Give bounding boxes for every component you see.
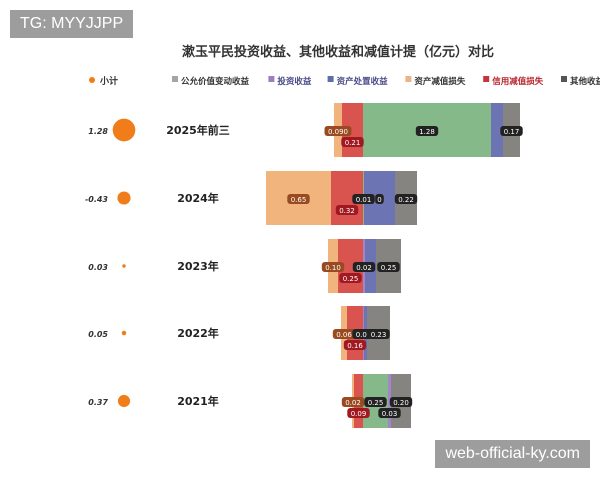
svg-text:0.03: 0.03 bbox=[382, 410, 398, 418]
svg-text:0.06: 0.06 bbox=[336, 331, 352, 339]
legend-label: 信用减值损失 bbox=[492, 76, 544, 87]
legend-swatch bbox=[172, 76, 178, 82]
subtotal-bubble bbox=[117, 394, 131, 408]
legend-label: 公允价值变动收益 bbox=[181, 76, 250, 87]
svg-text:0.090: 0.090 bbox=[328, 128, 348, 136]
data-label: 0.32 bbox=[335, 205, 359, 215]
subtotal-value: 1.28 bbox=[88, 127, 108, 136]
data-label: 0.02 bbox=[341, 397, 365, 407]
data-label: 0.25 bbox=[377, 262, 400, 272]
subtotal-bubble bbox=[122, 264, 126, 268]
legend-swatch bbox=[405, 76, 412, 82]
data-label: 0.22 bbox=[394, 194, 418, 204]
data-label: 0.16 bbox=[343, 340, 367, 350]
data-label: 0.09 bbox=[347, 408, 370, 418]
watermark-bottom-right: web-official-ky.com bbox=[435, 440, 590, 468]
svg-text:0.02: 0.02 bbox=[345, 399, 361, 407]
subtotal-value: 0.05 bbox=[88, 330, 108, 339]
svg-text:0.09: 0.09 bbox=[351, 410, 367, 418]
subtotal-bubble bbox=[112, 118, 136, 142]
legend-subtotal-marker bbox=[89, 77, 95, 83]
data-label: 0 bbox=[375, 194, 384, 204]
svg-text:0.01: 0.01 bbox=[356, 331, 372, 339]
legend-subtotal-label: 小计 bbox=[99, 75, 118, 87]
svg-text:0: 0 bbox=[377, 196, 381, 204]
data-label: 0.23 bbox=[367, 329, 390, 339]
svg-text:0.17: 0.17 bbox=[504, 128, 520, 136]
subtotal-bubble bbox=[117, 191, 131, 205]
category-label: 2021年 bbox=[177, 394, 219, 408]
watermark-top-left: TG: MYYJJPP bbox=[10, 10, 134, 38]
data-label: 0.02 bbox=[352, 262, 376, 272]
data-label: 0.01 bbox=[352, 194, 375, 204]
svg-text:0.10: 0.10 bbox=[325, 264, 341, 272]
svg-text:0.01: 0.01 bbox=[356, 196, 372, 204]
data-label: 0.10 bbox=[321, 262, 345, 272]
svg-text:1.28: 1.28 bbox=[419, 128, 435, 136]
data-label: 0.090 bbox=[324, 126, 352, 136]
svg-text:0.25: 0.25 bbox=[368, 399, 384, 407]
data-label: 0.25 bbox=[339, 273, 362, 283]
svg-text:0.02: 0.02 bbox=[356, 264, 372, 272]
legend-swatch bbox=[327, 76, 334, 82]
data-label: 0.17 bbox=[500, 126, 523, 136]
subtotal-bubble bbox=[121, 330, 127, 336]
legend-swatch bbox=[268, 76, 275, 82]
chart-title: 漱玉平民投资收益、其他收益和减值计提（亿元）对比 bbox=[182, 44, 494, 60]
svg-text:0.21: 0.21 bbox=[345, 139, 361, 147]
data-label: 0.20 bbox=[389, 397, 413, 407]
category-label: 2022年 bbox=[177, 326, 219, 340]
legend-label: 资产减值损失 bbox=[414, 76, 466, 87]
svg-text:0.25: 0.25 bbox=[381, 264, 397, 272]
svg-text:0.32: 0.32 bbox=[339, 207, 355, 215]
legend: 小计 公允价值变动收益 投资收益 资产处置收益 资产减值损失 信用减值损失 其他收益 bbox=[89, 75, 600, 87]
bar-segment bbox=[491, 103, 503, 157]
category-label: 2024年 bbox=[177, 191, 219, 205]
legend-label: 资产处置收益 bbox=[337, 76, 389, 87]
svg-text:0.22: 0.22 bbox=[398, 196, 414, 204]
data-label: 1.28 bbox=[415, 126, 439, 136]
data-label: 0.65 bbox=[287, 194, 310, 204]
svg-text:0.65: 0.65 bbox=[291, 196, 307, 204]
category-label: 2025年前三 bbox=[166, 123, 230, 137]
subtotal-value: 0.03 bbox=[88, 263, 108, 272]
data-label: 0.06 bbox=[332, 329, 356, 339]
data-label: 0.21 bbox=[341, 137, 364, 147]
legend-label: 投资收益 bbox=[277, 76, 312, 87]
subtotal-value: 0.37 bbox=[88, 398, 108, 407]
category-label: 2023年 bbox=[177, 259, 219, 273]
svg-text:0.20: 0.20 bbox=[393, 399, 409, 407]
legend-swatch bbox=[483, 76, 490, 82]
subtotal-value: -0.43 bbox=[85, 195, 108, 204]
svg-text:0.16: 0.16 bbox=[347, 342, 363, 350]
svg-text:0.25: 0.25 bbox=[343, 275, 359, 283]
legend-swatch bbox=[561, 76, 567, 82]
data-label: 0.03 bbox=[378, 408, 401, 418]
data-label: 0.25 bbox=[364, 397, 387, 407]
bar-segment bbox=[388, 374, 391, 428]
svg-text:0.23: 0.23 bbox=[371, 331, 387, 339]
legend-label: 其他收益 bbox=[570, 76, 600, 87]
